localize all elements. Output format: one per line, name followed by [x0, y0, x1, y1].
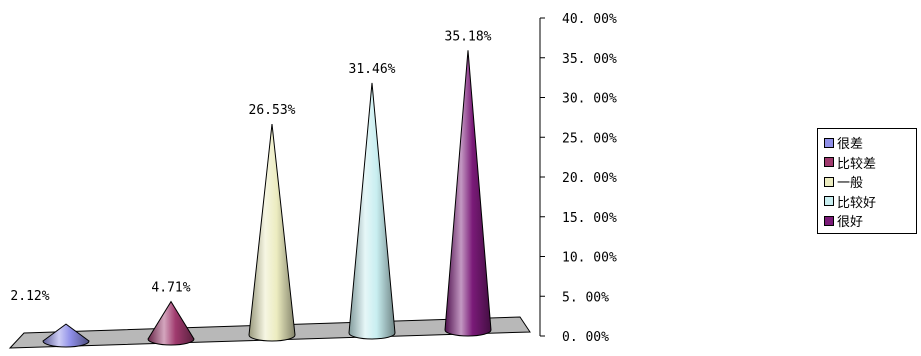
y-axis-ticks: 0. 00% 5. 00% 10. 00% 15. 00% 20. 00% 25. 00%…	[540, 12, 617, 345]
legend: 很差比较差一般比较好很好	[817, 128, 917, 234]
data-label: 35.18%	[445, 29, 492, 44]
y-tick-label: 0. 00%	[562, 330, 609, 345]
y-tick-label: 5. 00%	[562, 290, 609, 305]
y-tick-label: 35. 00%	[562, 52, 617, 67]
legend-item: 比较好	[824, 192, 916, 212]
legend-item: 很差	[824, 133, 916, 153]
data-label: 31.46%	[349, 62, 396, 77]
cone-bar	[248, 124, 296, 342]
cone-bar	[42, 323, 90, 348]
legend-label: 比较差	[837, 156, 877, 172]
y-tick-label: 25. 00%	[562, 131, 617, 146]
data-label: 4.71%	[151, 281, 190, 296]
legend-label: 很差	[837, 137, 864, 153]
y-tick-label: 15. 00%	[562, 211, 617, 226]
y-tick-label: 40. 00%	[562, 12, 617, 27]
y-tick-label: 30. 00%	[562, 92, 617, 107]
cone-series	[42, 50, 492, 348]
y-tick-label: 10. 00%	[562, 251, 617, 266]
legend-label: 一般	[837, 176, 864, 192]
legend-swatch	[824, 137, 834, 148]
y-tick-label: 20. 00%	[562, 171, 617, 186]
legend-item: 一般	[824, 172, 916, 192]
legend-swatch	[824, 157, 834, 168]
legend-swatch	[824, 176, 834, 187]
cone-bar	[348, 82, 396, 340]
legend-swatch	[824, 215, 834, 226]
legend-item: 很好	[824, 211, 916, 231]
data-label: 2.12%	[10, 289, 49, 304]
cone-bar	[147, 300, 195, 346]
data-labels: 2.12% 4.71% 26.53% 31.46% 35.18%	[10, 29, 491, 304]
legend-swatch	[824, 196, 834, 207]
legend-label: 比较好	[837, 195, 877, 211]
legend-label: 很好	[837, 215, 864, 231]
cone-bar	[444, 50, 492, 337]
legend-item: 比较差	[824, 153, 916, 173]
data-label: 26.53%	[249, 103, 296, 118]
